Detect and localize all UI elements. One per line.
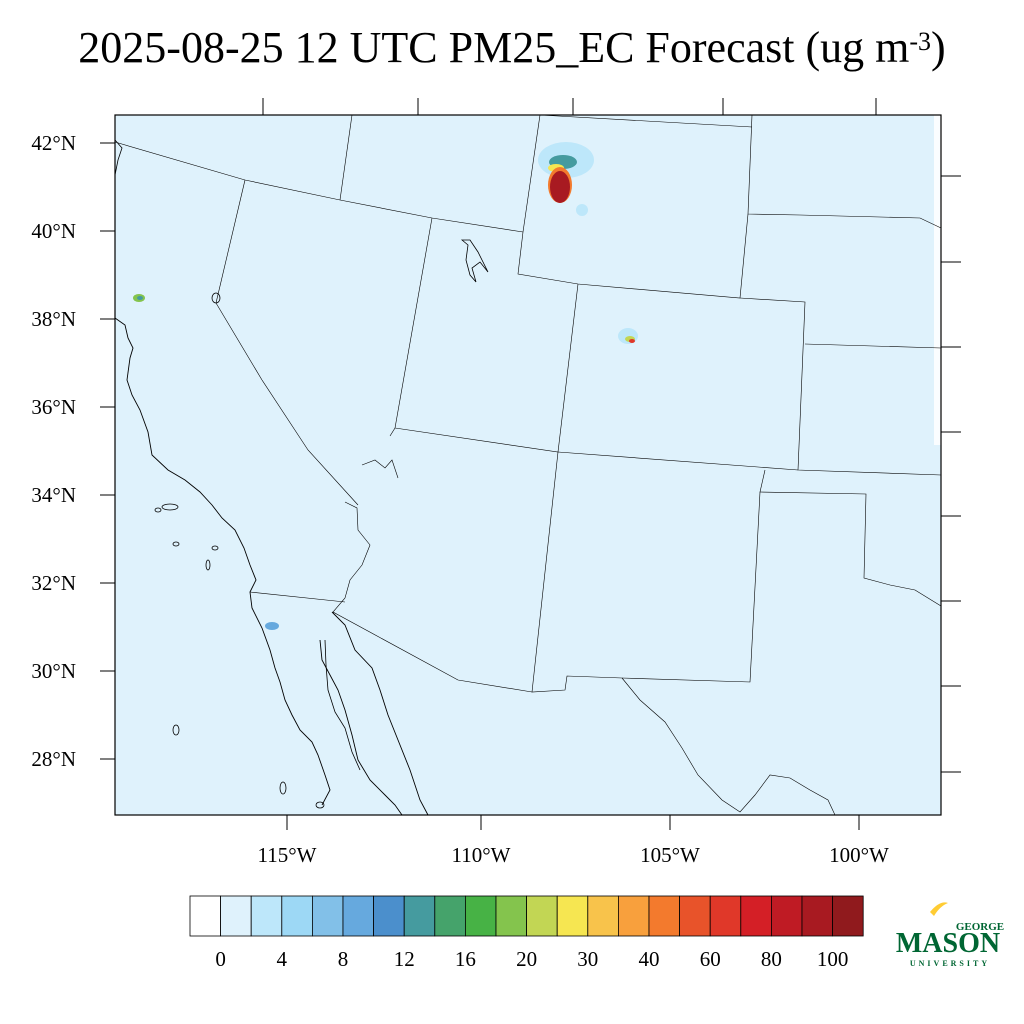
colorbar-box (434, 895, 466, 937)
colorbar-box (342, 895, 375, 937)
lat-label: 34°N (31, 483, 76, 507)
map-title: 2025-08-25 12 UTC PM25_EC Forecast (ug m… (78, 23, 946, 72)
logo-flame-icon (930, 902, 948, 916)
logo-top-text: GEORGE (956, 921, 1004, 933)
colorbar-label: 16 (455, 947, 476, 971)
colorbar-box (373, 895, 405, 937)
latitude-labels: 42°N 40°N 38°N 36°N 34°N 32°N 30°N 28°N (31, 131, 76, 771)
colorbar-box (464, 895, 497, 937)
logo-bottom-text: UNIVERSITY (910, 959, 990, 968)
colorbar-box (618, 895, 650, 937)
lon-label: 115°W (258, 843, 317, 867)
map-frame (114, 114, 942, 816)
coastline-sonora (331, 611, 429, 816)
longitude-labels: 115°W 110°W 105°W 100°W (258, 843, 890, 867)
colorbar-box (495, 895, 528, 937)
colorbar-box (832, 895, 864, 937)
pm25-background-fill (115, 115, 941, 815)
colorbar-box (648, 895, 681, 937)
colorbar-box (801, 895, 834, 937)
coastline-north (114, 139, 123, 176)
colorbar-box (220, 895, 252, 937)
plume-wyoming (538, 142, 594, 216)
colorbar-box (740, 895, 772, 937)
lat-label: 40°N (31, 219, 76, 243)
great-salt-lake (460, 239, 489, 283)
logo-main-text: MASON (896, 928, 1000, 959)
colorbar-box (709, 895, 742, 937)
plume-california (133, 294, 145, 302)
colorbar-box (311, 895, 344, 937)
colorbar-box (403, 895, 436, 937)
colorbar-box (526, 895, 558, 937)
gmu-logo: GEORGE MASON UNIVERSITY (896, 902, 1004, 968)
colorbar-box (281, 895, 313, 937)
lake-tahoe (211, 292, 221, 304)
lat-label: 38°N (31, 307, 76, 331)
coastline-gulf-california-east (319, 639, 403, 816)
colorbar-label: 4 (277, 947, 288, 971)
colorbar-labels: 0 4 8 12 16 20 30 40 60 80 100 (215, 947, 848, 971)
plume-colorado (618, 328, 638, 344)
colorbar-label: 8 (338, 947, 349, 971)
colorbar-box (587, 895, 619, 937)
colorbar-box (556, 895, 589, 937)
colorbar (189, 895, 864, 937)
colorbar-label: 20 (516, 947, 537, 971)
lon-label: 110°W (452, 843, 511, 867)
coastline-pacific (114, 317, 331, 806)
lat-label: 42°N (31, 131, 76, 155)
lat-label: 36°N (31, 395, 76, 419)
colorbar-box (189, 895, 222, 937)
colorbar-label: 100 (817, 947, 849, 971)
colorbar-box (771, 895, 803, 937)
colorbar-label: 12 (394, 947, 415, 971)
colorbar-box (679, 895, 711, 937)
axis-ticks (100, 98, 961, 830)
state-boundaries (114, 114, 942, 816)
plume-baja (265, 622, 279, 630)
lat-label: 28°N (31, 747, 76, 771)
colorbar-label: 40 (639, 947, 660, 971)
colorbar-label: 60 (700, 947, 721, 971)
colorbar-label: 80 (761, 947, 782, 971)
colorbar-label: 30 (577, 947, 598, 971)
lon-label: 100°W (829, 843, 889, 867)
lat-label: 30°N (31, 659, 76, 683)
lat-label: 32°N (31, 571, 76, 595)
lon-label: 105°W (640, 843, 700, 867)
colorbar-label: 0 (215, 947, 226, 971)
colorbar-box (250, 895, 283, 937)
